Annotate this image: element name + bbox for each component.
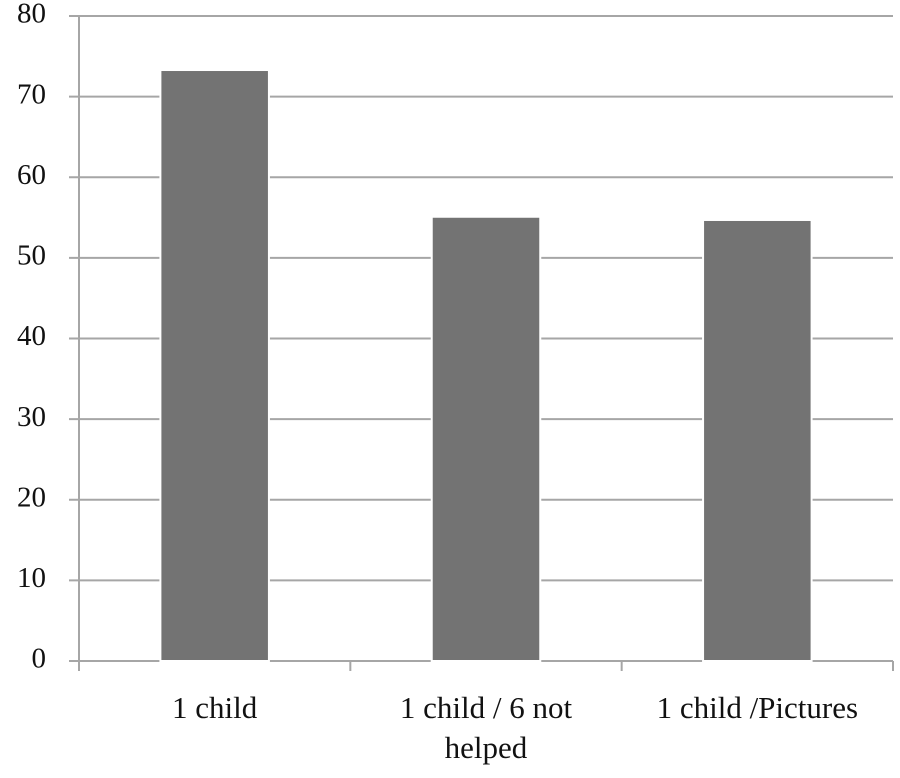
bar [702, 218, 813, 662]
y-tick-label: 0 [32, 643, 47, 675]
bar [430, 215, 542, 662]
y-tick-label: 20 [17, 481, 46, 513]
y-tick-label: 60 [17, 159, 46, 191]
y-tick-label: 40 [17, 320, 46, 352]
x-tick-label: 1 child / 6 not helped [399, 690, 573, 765]
y-tick-label: 30 [17, 401, 46, 433]
x-tick-label: 1 child /Pictures [656, 690, 859, 725]
y-tick-label: 70 [17, 78, 46, 110]
x-tick-label: 1 child [172, 690, 258, 725]
y-tick-label: 10 [17, 562, 46, 594]
y-tick-label: 80 [17, 0, 46, 30]
bar [159, 69, 270, 663]
y-tick-label: 50 [17, 240, 46, 272]
